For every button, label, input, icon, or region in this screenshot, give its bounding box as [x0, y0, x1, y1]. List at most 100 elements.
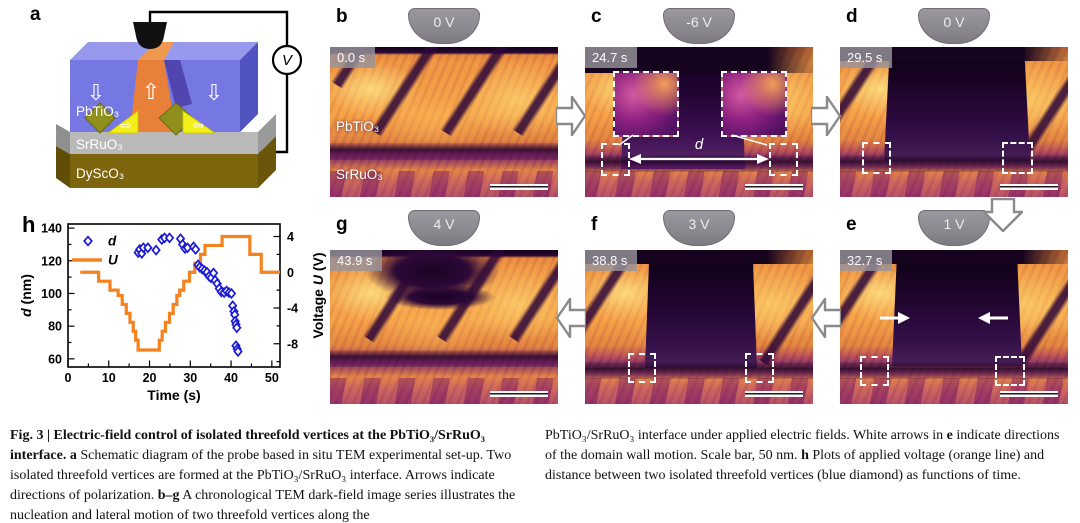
legend-d-label: d: [108, 234, 117, 249]
tem-image-f: 38.8 s: [585, 250, 813, 404]
x-tick-label: 0: [65, 371, 72, 385]
timestamp-c: 24.7 s: [585, 47, 638, 68]
series-d-point: [233, 345, 243, 358]
voltmeter-label: V: [282, 52, 294, 69]
pbtio3-right-face: [240, 42, 258, 132]
vertex-box-left: [628, 353, 656, 383]
inset-connector-left: [618, 134, 634, 146]
caption-segment: h: [801, 447, 809, 463]
arrowhead-left: [629, 154, 641, 164]
caption-segment: a: [69, 447, 77, 463]
flow-arrow-c-to-d: [811, 96, 841, 136]
arrowhead: [898, 312, 910, 324]
scale-bar: [1000, 184, 1058, 190]
dark-top-band: [840, 250, 1068, 264]
wall-motion-arrows: [880, 312, 1008, 324]
caption-segment: PbTiO₃/SrRuO₃ interface under applied el…: [545, 428, 947, 443]
timestamp-b: 0.0 s: [330, 47, 376, 68]
relaxing-domain: [892, 250, 1022, 366]
vertex-box-right: [995, 356, 1025, 386]
y-left-tick-label: 120: [41, 254, 62, 268]
pbtio3-label: PbTiO₃: [76, 104, 119, 119]
dark-top-band: [585, 250, 813, 264]
schematic-diagram: ⇩ ⇩ ⇧ ⇨ ⇦ PbTiO₃ SrRuO₃ DyScO₃ V: [56, 10, 303, 188]
y-right-axis-title: Voltage U (V): [310, 252, 326, 338]
series-d-point: [190, 243, 201, 255]
probe-e: 1 V: [918, 210, 990, 246]
timestamp-e: 32.7 s: [840, 250, 893, 271]
tem-image-d: 29.5 s: [840, 47, 1068, 197]
series-d-point: [143, 242, 153, 254]
shrinking-domain: [645, 250, 757, 368]
timestamp-d: 29.5 s: [840, 47, 893, 68]
series-U-line: [80, 234, 280, 352]
caption-segment: b: [157, 487, 166, 503]
dysco3-bevel: [56, 146, 70, 188]
vertex-box-right: [769, 143, 798, 176]
interface-band: [585, 362, 813, 379]
timestamp-f: 38.8 s: [585, 250, 638, 271]
probe-voltage-e: 1 V: [943, 216, 965, 232]
x-tick-label: 40: [224, 371, 238, 385]
panel-label-a: a: [30, 4, 41, 25]
series-d-point: [232, 322, 242, 334]
inplane-wedge-right: [182, 110, 217, 134]
panel-label-e: e: [846, 214, 857, 235]
electrode-label: SrRuO₃: [336, 167, 383, 182]
panel-label-f: f: [591, 214, 598, 235]
dysco3-side: [258, 136, 276, 188]
distance-label: d: [695, 136, 704, 153]
magnified-inset-right: [721, 71, 787, 137]
scale-bar: [490, 184, 548, 190]
dysco3-layer: [70, 154, 258, 188]
x-tick-label: 30: [183, 371, 197, 385]
domain-stripe: [370, 47, 443, 137]
caption-segment: Plots of applied voltage (orange line) a…: [545, 447, 1045, 483]
x-tick-label: 20: [143, 371, 157, 385]
vertex-box-right: [1002, 142, 1033, 174]
flow-arrow-f-to-g: [556, 298, 586, 338]
panel-label-b: b: [336, 6, 348, 27]
probe-c: -6 V: [663, 8, 735, 44]
probe-b: 0 V: [408, 8, 480, 44]
film-label: PbTiO₃: [336, 119, 380, 134]
interface-band: [840, 155, 1068, 172]
srruo3-label: SrRuO₃: [76, 137, 123, 152]
probe-voltage-b: 0 V: [433, 14, 455, 30]
polarization-down-left-icon: ⇩: [87, 80, 105, 105]
magnified-inset-left: [613, 71, 679, 137]
residual-domain-band: [385, 284, 495, 310]
y-left-tick-label: 60: [48, 352, 62, 366]
caption-segment: A chronological TEM dark-field image ser…: [10, 487, 516, 523]
vertex-box-right: [745, 353, 774, 383]
series-d-point: [164, 232, 175, 244]
wall-arrow-right-icon: ⇨: [120, 117, 132, 133]
y-right-tick-label: 0: [287, 266, 294, 280]
y-right-tick-label: 4: [287, 230, 294, 244]
probe-voltage-d: 0 V: [943, 14, 965, 30]
inplane-wedge-left: [106, 110, 139, 134]
legend-U-label: U: [108, 253, 119, 268]
tem-image-c: d 24.7 s: [585, 47, 813, 197]
interface-band: [330, 350, 558, 367]
probe-g: 4 V: [408, 210, 480, 246]
series-d-point: [226, 287, 237, 300]
caption-left-column: Fig. 3 | Electric-field control of isola…: [10, 426, 534, 523]
flow-arrow-d-to-e: [983, 198, 1023, 232]
tem-image-b: 0.0 s PbTiO₃ SrRuO₃: [330, 47, 558, 197]
flow-arrow-b-to-c: [556, 96, 586, 136]
x-tick-label: 50: [265, 371, 279, 385]
panel-label-g: g: [336, 214, 348, 235]
x-axis-title: Time (s): [147, 387, 200, 403]
circuit-wire-top: [148, 10, 289, 46]
scale-bar: [1000, 391, 1058, 397]
y-left-tick-label: 80: [48, 320, 62, 334]
srruo3-side: [258, 114, 276, 154]
arrowhead: [978, 312, 990, 324]
scale-bar: [745, 184, 803, 190]
vertex-box-left: [860, 356, 889, 386]
caption-segment: g: [172, 487, 180, 503]
y-right-tick-label: -8: [287, 337, 298, 351]
vertex-box-left: [601, 143, 630, 176]
srruo3-layer: [70, 132, 258, 154]
